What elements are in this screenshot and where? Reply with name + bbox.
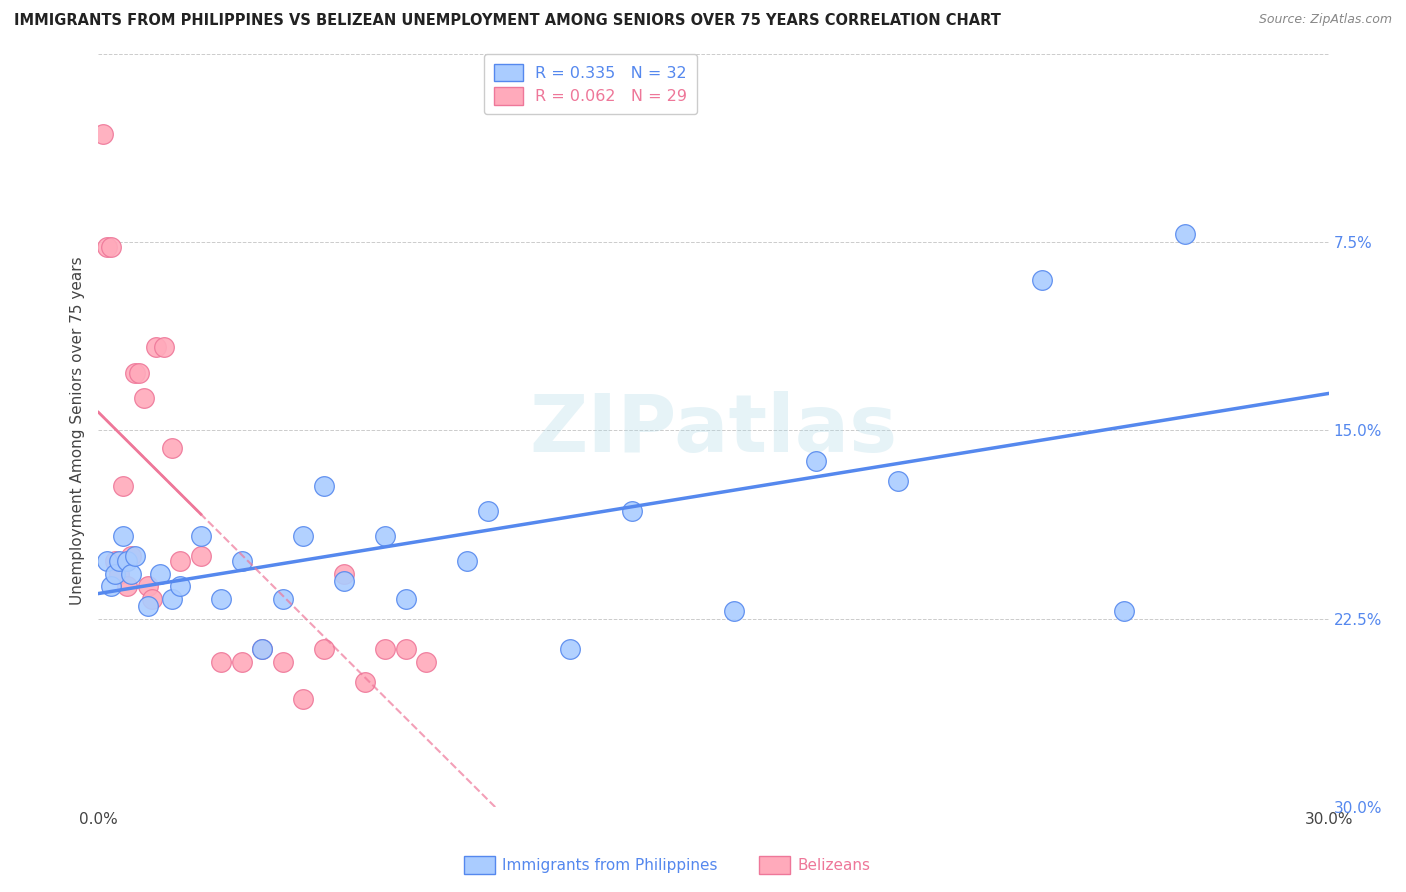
Point <box>136 599 159 614</box>
Point <box>887 474 910 488</box>
Point <box>252 642 274 657</box>
Legend: R = 0.335   N = 32, R = 0.062   N = 29: R = 0.335 N = 32, R = 0.062 N = 29 <box>484 54 697 114</box>
Point <box>292 529 315 543</box>
Point <box>153 341 176 355</box>
Point <box>231 655 253 669</box>
Point <box>112 478 135 492</box>
Point <box>395 642 418 657</box>
Point <box>804 453 827 467</box>
Point <box>333 574 356 589</box>
Point <box>252 642 274 657</box>
Point <box>211 655 233 669</box>
Point <box>128 366 150 380</box>
Point <box>271 655 294 669</box>
Point <box>112 529 135 543</box>
Point <box>132 391 155 405</box>
Point <box>136 579 159 593</box>
Point <box>108 554 131 568</box>
Text: Immigrants from Philippines: Immigrants from Philippines <box>502 858 717 872</box>
Point <box>124 549 146 563</box>
Point <box>96 554 118 568</box>
Point <box>1174 227 1197 242</box>
Point <box>120 566 142 581</box>
Point <box>312 642 335 657</box>
Point <box>100 240 122 254</box>
Point <box>162 441 184 455</box>
Point <box>104 566 127 581</box>
Point <box>558 642 581 657</box>
Point <box>190 529 212 543</box>
Point <box>104 554 127 568</box>
Point <box>374 529 396 543</box>
Point <box>271 591 294 606</box>
Point <box>292 692 315 706</box>
Point <box>312 478 335 492</box>
Point <box>115 554 138 568</box>
Point <box>231 554 253 568</box>
Point <box>190 549 212 563</box>
Point <box>211 591 233 606</box>
Point <box>1031 273 1053 287</box>
Text: Belizeans: Belizeans <box>797 858 870 872</box>
Point <box>145 341 167 355</box>
Point <box>91 127 114 141</box>
Point <box>374 642 396 657</box>
Text: IMMIGRANTS FROM PHILIPPINES VS BELIZEAN UNEMPLOYMENT AMONG SENIORS OVER 75 YEARS: IMMIGRANTS FROM PHILIPPINES VS BELIZEAN … <box>14 13 1001 29</box>
Point <box>477 504 499 518</box>
Y-axis label: Unemployment Among Seniors over 75 years: Unemployment Among Seniors over 75 years <box>70 256 86 605</box>
Point <box>108 566 131 581</box>
Point <box>169 579 191 593</box>
Point <box>162 591 184 606</box>
Point <box>395 591 418 606</box>
Point <box>169 554 191 568</box>
Point <box>415 655 437 669</box>
Text: Source: ZipAtlas.com: Source: ZipAtlas.com <box>1258 13 1392 27</box>
Point <box>115 579 138 593</box>
Text: ZIPatlas: ZIPatlas <box>530 392 897 469</box>
Point <box>96 240 118 254</box>
Point <box>723 604 745 618</box>
Point <box>457 554 479 568</box>
Point <box>124 366 146 380</box>
Point <box>149 566 172 581</box>
Point <box>333 566 356 581</box>
Point <box>354 674 377 689</box>
Point <box>100 579 122 593</box>
Point <box>141 591 163 606</box>
Point <box>1112 604 1135 618</box>
Point <box>620 504 643 518</box>
Point <box>120 549 142 563</box>
